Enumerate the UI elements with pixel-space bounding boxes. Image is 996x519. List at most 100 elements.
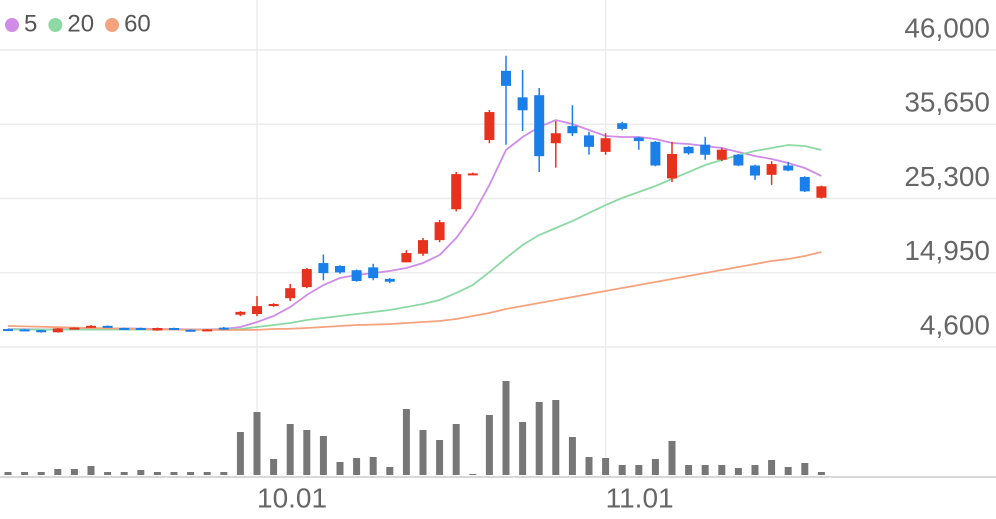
candle-body	[169, 327, 179, 330]
volume-bar	[37, 472, 45, 475]
volume-bar	[768, 460, 776, 475]
volume-bar	[452, 424, 460, 475]
y-tick-label: 14,950	[904, 235, 990, 266]
candle-body	[268, 303, 279, 307]
volume-bar	[203, 472, 211, 475]
volume-bar	[286, 424, 294, 475]
volume-bar	[635, 465, 643, 475]
volume-bar	[668, 441, 676, 475]
candle-body	[335, 265, 345, 273]
volume-bar	[817, 472, 825, 475]
volume-bar	[220, 472, 228, 475]
volume-bar	[469, 474, 477, 475]
volume-bar	[270, 459, 278, 475]
candle-body	[202, 329, 213, 332]
x-tick-label: 10.01	[257, 482, 327, 513]
legend-marker	[48, 18, 63, 32]
candle-body	[86, 325, 96, 328]
candle-body	[218, 327, 229, 330]
y-tick-label: 25,300	[904, 161, 990, 192]
volume-bar	[502, 381, 510, 475]
volume-bar	[535, 402, 543, 475]
volume-bar	[153, 472, 161, 475]
volume-bar	[784, 467, 792, 475]
volume-bar	[369, 457, 377, 475]
candle-body	[534, 95, 545, 157]
candle-body	[384, 278, 395, 282]
candle-body	[567, 126, 578, 134]
candle-body	[52, 328, 63, 333]
volume-bar	[585, 457, 593, 475]
candle-body	[700, 144, 711, 155]
volume-bar	[353, 458, 361, 475]
y-tick-label: 4,600	[920, 309, 990, 340]
candle-body	[816, 186, 827, 198]
candle-body	[19, 329, 30, 332]
volume-bar	[303, 430, 311, 475]
candle-body	[119, 327, 130, 330]
volume-bar	[336, 462, 344, 475]
volume-bar	[253, 412, 261, 475]
candle-body	[650, 141, 661, 166]
volume-bar	[602, 458, 610, 475]
volume-bar	[21, 472, 29, 475]
volume-bar	[187, 472, 195, 475]
volume-bar	[718, 465, 726, 475]
y-tick-label: 46,000	[904, 12, 990, 43]
candle-body	[401, 253, 412, 263]
legend-label: 20	[67, 10, 94, 37]
volume-bar	[519, 422, 527, 475]
x-tick-label: 11.01	[606, 482, 674, 513]
candle-body	[501, 70, 511, 86]
volume-bar	[552, 400, 560, 475]
candle-body	[766, 164, 777, 175]
legend-marker	[5, 18, 19, 32]
candle-body	[584, 135, 594, 147]
candle-body	[318, 263, 329, 274]
volume-bar	[4, 472, 12, 475]
candle-body	[69, 327, 80, 330]
volume-bar	[319, 436, 327, 475]
volume-bar	[104, 472, 112, 475]
volume-bar	[170, 472, 178, 475]
candle-body	[102, 325, 113, 328]
candle-body	[799, 176, 810, 192]
volume-bar	[801, 463, 809, 475]
candle-body	[484, 112, 495, 141]
volume-bar	[402, 409, 410, 475]
volume-bar	[386, 467, 394, 475]
candle-body	[633, 137, 644, 142]
candle-body	[783, 165, 794, 171]
volume-bar	[70, 469, 78, 475]
volume-bar	[436, 440, 444, 475]
candle-body	[451, 174, 462, 210]
volume-bar	[419, 430, 427, 475]
volume-bar	[87, 466, 95, 475]
volume-bar	[651, 459, 659, 475]
candle-body	[683, 146, 694, 154]
legend-label: 5	[24, 10, 37, 37]
volume-bar	[137, 470, 145, 475]
candle-body	[135, 327, 146, 330]
candle-body	[36, 330, 47, 333]
candle-body	[733, 154, 744, 166]
candle-body	[351, 270, 362, 281]
volume-bar	[485, 415, 493, 475]
candle-body	[434, 222, 445, 241]
candle-body	[301, 269, 312, 288]
candle-body	[550, 133, 561, 144]
volume-bar	[236, 432, 244, 475]
candle-body	[750, 165, 760, 176]
candle-body	[285, 288, 296, 299]
candle-body	[517, 97, 528, 111]
candle-body	[252, 306, 262, 314]
candle-body	[185, 329, 196, 332]
candle-body	[3, 329, 13, 332]
legend-marker	[105, 18, 120, 32]
candle-body	[716, 149, 727, 160]
volume-bar	[618, 465, 626, 475]
candle-body	[467, 173, 478, 176]
legend-label: 60	[124, 10, 151, 37]
